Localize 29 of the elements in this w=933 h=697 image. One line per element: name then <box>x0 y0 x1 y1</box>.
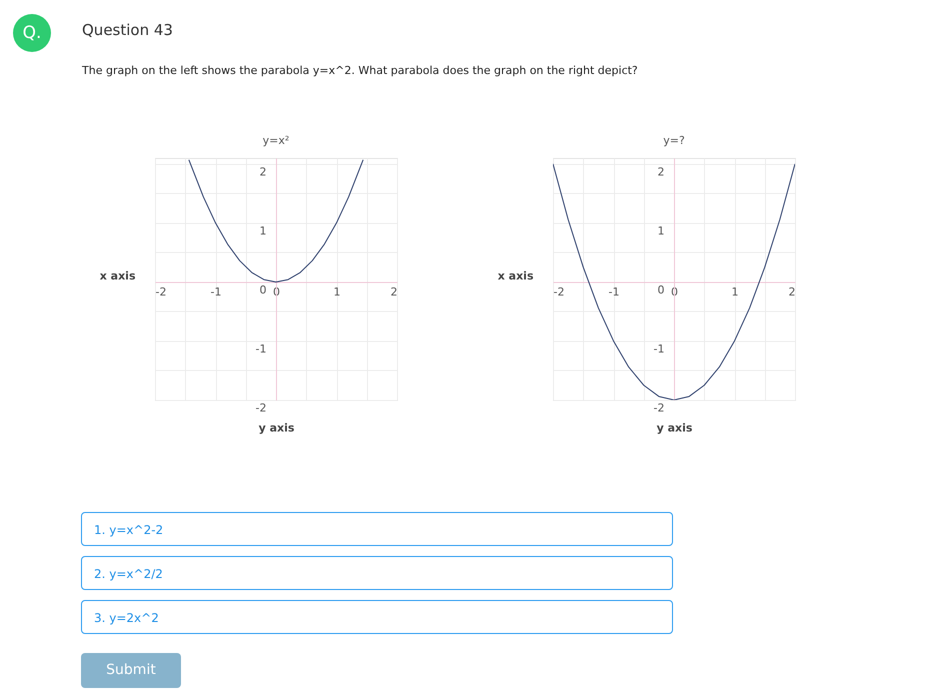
y-axis-title: x axis <box>498 269 534 282</box>
text: 2. y=x^2/2 <box>81 556 673 590</box>
y-tick-label: -2 <box>256 402 266 414</box>
x-tick-label: -1 <box>210 285 222 298</box>
y-axis-title: x axis <box>100 269 136 282</box>
text: Question 43 <box>82 21 173 39</box>
chart-title: y=? <box>663 134 685 147</box>
chart-title: y=x² <box>262 134 290 147</box>
y-tick-label: 2 <box>658 165 664 178</box>
y-tick-label: 1 <box>658 224 664 238</box>
x-tick-label: 2 <box>788 285 796 298</box>
text: 1. y=x^2-2 <box>81 512 673 546</box>
text: The graph on the left shows the parabola y=x^2. What parabola does the graph on the right depict? <box>82 64 638 77</box>
y-tick-label: 1 <box>260 224 266 238</box>
x-tick-label: -2 <box>156 285 166 298</box>
x-tick-label: 1 <box>732 285 738 298</box>
x-axis-title: y axis <box>258 422 295 434</box>
x-tick-label: 1 <box>334 285 340 298</box>
text: Submit <box>81 653 181 688</box>
x-tick-label: -1 <box>608 285 620 298</box>
y-tick-label: 2 <box>260 165 266 178</box>
y-tick-label: -2 <box>654 402 664 414</box>
x-tick-label: 2 <box>390 285 398 298</box>
text: 3. y=2x^2 <box>81 600 673 634</box>
y-tick-label: -1 <box>256 342 266 356</box>
x-axis-title: y axis <box>656 422 693 434</box>
text: Q. <box>13 14 51 52</box>
x-tick-label: -2 <box>554 285 564 298</box>
y-tick-label: -1 <box>654 342 664 356</box>
